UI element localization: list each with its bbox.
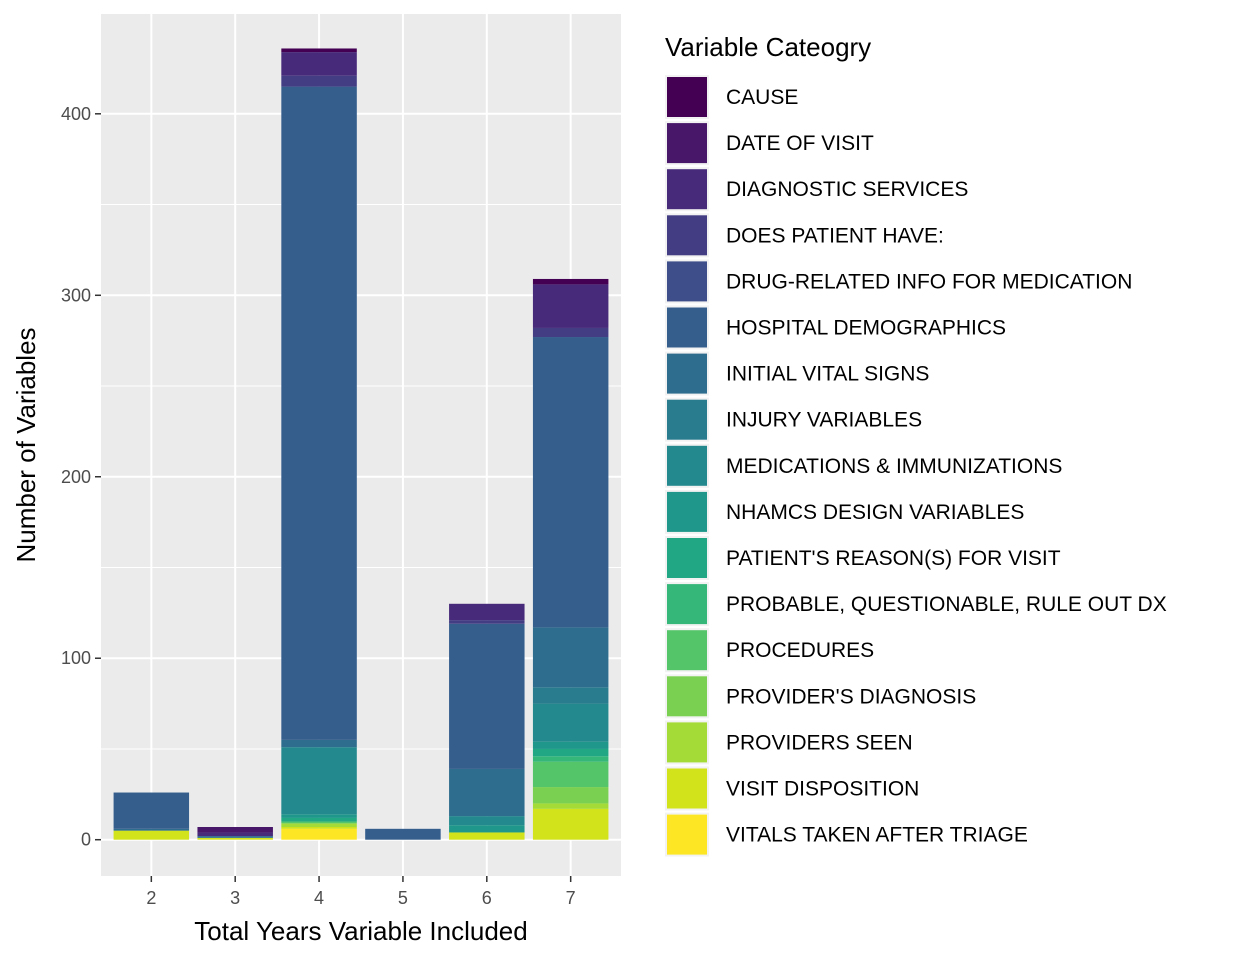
y-tick-label: 300	[61, 285, 91, 305]
x-axis: 2 3 4 5 6 7	[146, 876, 576, 908]
bar-segment-7-13	[532, 787, 609, 804]
legend-swatch	[667, 215, 707, 256]
bar-segment-7-15	[532, 808, 609, 840]
bar-segment-2-6	[113, 828, 190, 831]
bar-segment-7-12	[532, 761, 609, 788]
legend-swatch	[667, 584, 707, 625]
bar-segment-4-3	[281, 75, 357, 87]
bar-segment-7-11	[532, 756, 609, 762]
legend-label: DIAGNOSTIC SERVICES	[726, 178, 968, 201]
bar-segment-4-6	[281, 739, 357, 748]
bar-segment-4-15	[281, 827, 357, 829]
bar-segment-4-12	[281, 821, 357, 824]
y-tick-label: 0	[81, 830, 91, 850]
legend-label: NHAMCS DESIGN VARIABLES	[726, 501, 1024, 524]
legend-swatch	[667, 123, 707, 164]
bar-segment-4-10	[281, 817, 357, 822]
y-tick-label: 100	[61, 648, 91, 668]
bar-segment-2-15	[113, 830, 190, 840]
bar-segment-5-5	[365, 828, 441, 840]
bar-segment-4-16	[281, 828, 357, 840]
legend-swatch	[667, 445, 707, 486]
legend-label: VITALS TAKEN AFTER TRIAGE	[726, 824, 1028, 847]
legend-label: DRUG-RELATED INFO FOR MEDICATION	[726, 270, 1132, 293]
bar-segment-7-9	[532, 741, 609, 749]
bar-segment-7-8	[532, 703, 609, 742]
legend-label: CAUSE	[726, 86, 798, 109]
legend-label: PATIENT'S REASON(S) FOR VISIT	[726, 547, 1061, 570]
bar-segment-7-0	[532, 278, 609, 285]
legend-label: PROCEDURES	[726, 639, 874, 662]
legend-swatch	[667, 307, 707, 348]
bar-segment-4-2	[281, 52, 357, 76]
bar-segment-7-7	[532, 687, 609, 704]
legend-label: PROBABLE, QUESTIONABLE, RULE OUT DX	[726, 593, 1167, 616]
bar-segment-4-9	[281, 814, 357, 818]
legend-swatch	[667, 491, 707, 532]
bar-segment-6-2	[449, 603, 525, 621]
bar-segment-6-5	[449, 623, 525, 769]
legend-label: MEDICATIONS & IMMUNIZATIONS	[726, 455, 1062, 478]
legend-swatch	[667, 261, 707, 302]
bar-segment-3-15	[197, 837, 273, 840]
bar-segment-6-9	[449, 825, 525, 833]
bar-segment-7-14	[532, 803, 609, 809]
bar-segment-4-8	[281, 747, 357, 815]
x-tick-label: 7	[566, 888, 576, 908]
bar-segment-6-3	[449, 620, 525, 624]
x-axis-title: Total Years Variable Included	[194, 916, 527, 946]
bar-segment-7-3	[532, 327, 609, 338]
legend-swatch	[667, 399, 707, 440]
legend-label: HOSPITAL DEMOGRAPHICS	[726, 317, 1006, 340]
legend-label: PROVIDER'S DIAGNOSIS	[726, 685, 976, 708]
y-axis-title: Number of Variables	[11, 327, 41, 562]
bar-segment-2-5	[113, 792, 190, 829]
bar-segment-3-1	[197, 827, 273, 833]
legend-label: DOES PATIENT HAVE:	[726, 224, 944, 247]
legend-swatch	[667, 353, 707, 394]
legend-swatch	[667, 722, 707, 763]
legend-swatch	[667, 814, 707, 855]
legend-label: PROVIDERS SEEN	[726, 731, 913, 754]
bar-segment-6-8	[449, 816, 525, 826]
y-tick-label: 400	[61, 104, 91, 124]
y-axis: 0 100 200 300 400	[61, 104, 101, 850]
bar-segment-7-2	[532, 284, 609, 328]
x-tick-label: 3	[230, 888, 240, 908]
bars	[113, 48, 609, 840]
legend-label: INITIAL VITAL SIGNS	[726, 363, 929, 386]
x-tick-label: 2	[146, 888, 156, 908]
legend-swatch	[667, 630, 707, 671]
bar-segment-3-6	[197, 836, 273, 838]
legend-swatch	[667, 169, 707, 210]
legend-label: DATE OF VISIT	[726, 132, 874, 155]
y-tick-label: 200	[61, 467, 91, 487]
legend-swatch	[667, 77, 707, 117]
bar-segment-4-5	[281, 86, 357, 740]
bar-segment-3-2	[197, 832, 273, 837]
bar-segment-7-5	[532, 337, 609, 628]
legend-label: INJURY VARIABLES	[726, 409, 922, 432]
bar-segment-7-6	[532, 627, 609, 688]
legend: Variable Cateogry CAUSE DATE OF VISIT DIAG…	[665, 32, 1167, 857]
x-tick-label: 4	[314, 888, 324, 908]
x-tick-label: 6	[482, 888, 492, 908]
bar-segment-6-15	[449, 832, 525, 840]
legend-swatch	[667, 676, 707, 717]
legend-label: VISIT DISPOSITION	[726, 778, 919, 801]
legend-swatch	[667, 538, 707, 578]
bar-segment-7-10	[532, 748, 609, 757]
x-tick-label: 5	[398, 888, 408, 908]
legend-title: Variable Cateogry	[665, 32, 871, 62]
legend-swatch	[667, 768, 707, 809]
bar-segment-4-14	[281, 823, 357, 828]
bar-segment-6-6	[449, 768, 525, 817]
bar-segment-4-0	[281, 48, 357, 53]
